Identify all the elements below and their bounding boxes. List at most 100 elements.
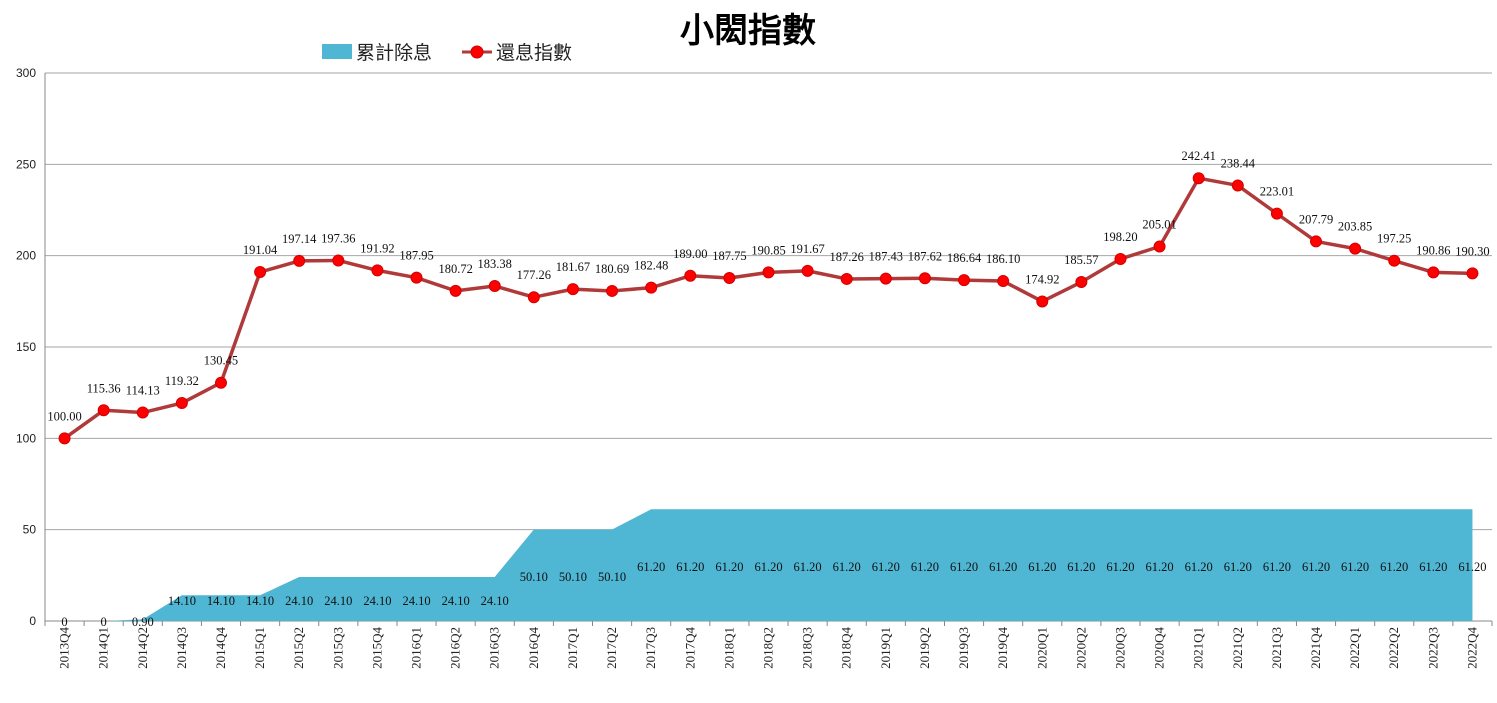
x-tick-label: 2021Q3 bbox=[1269, 627, 1284, 669]
x-tick-label: 2017Q3 bbox=[643, 627, 658, 669]
x-tick-label: 2017Q4 bbox=[682, 627, 697, 669]
legend-swatch-area bbox=[322, 44, 352, 59]
legend-label-line: 還息指數 bbox=[496, 42, 572, 64]
line-point bbox=[606, 284, 619, 297]
line-point bbox=[136, 406, 149, 419]
line-point bbox=[840, 272, 853, 285]
x-tick-label: 2020Q2 bbox=[1073, 627, 1088, 669]
line-data-label: 182.48 bbox=[634, 259, 668, 273]
area-data-label: 24.10 bbox=[324, 594, 352, 608]
line-point bbox=[293, 254, 306, 267]
line-point bbox=[762, 266, 775, 279]
x-tick-label: 2019Q3 bbox=[956, 627, 971, 669]
line-data-label: 187.43 bbox=[869, 250, 903, 264]
x-tick-label: 2022Q1 bbox=[1347, 627, 1362, 669]
x-tick-label: 2014Q2 bbox=[135, 627, 150, 669]
line-data-label: 180.69 bbox=[595, 262, 629, 276]
area-data-label: 24.10 bbox=[402, 594, 430, 608]
x-tick-label: 2021Q2 bbox=[1230, 627, 1245, 669]
y-tick-label: 300 bbox=[16, 66, 36, 80]
line-data-label: 198.20 bbox=[1103, 230, 1137, 244]
line-point bbox=[1114, 252, 1127, 265]
y-tick-label: 250 bbox=[16, 157, 36, 171]
x-tick-label: 2015Q4 bbox=[369, 627, 384, 669]
x-tick-label: 2017Q2 bbox=[604, 627, 619, 669]
line-data-label: 203.85 bbox=[1338, 220, 1372, 234]
line-data-label: 130.45 bbox=[204, 354, 238, 368]
y-tick-label: 50 bbox=[23, 523, 37, 537]
x-tick-label: 2018Q2 bbox=[761, 627, 776, 669]
line-data-label: 242.41 bbox=[1182, 149, 1216, 163]
area-data-label: 61.20 bbox=[1302, 560, 1330, 574]
line-data-label: 190.30 bbox=[1455, 244, 1489, 258]
x-tick-label: 2016Q1 bbox=[409, 627, 424, 669]
line-point bbox=[175, 397, 188, 410]
y-tick-label: 100 bbox=[16, 431, 36, 445]
area-data-label: 14.10 bbox=[246, 594, 274, 608]
x-tick-label: 2020Q4 bbox=[1152, 627, 1167, 669]
line-point bbox=[1427, 266, 1440, 279]
line-data-label: 187.62 bbox=[908, 249, 942, 263]
area-data-label: 61.20 bbox=[1263, 560, 1291, 574]
line-point bbox=[449, 284, 462, 297]
area-data-label: 0.90 bbox=[132, 615, 154, 629]
line-data-label: 205.01 bbox=[1142, 218, 1176, 232]
area-data-label: 61.20 bbox=[1185, 560, 1213, 574]
legend-label-area: 累計除息 bbox=[356, 42, 432, 64]
y-tick-label: 200 bbox=[16, 249, 36, 263]
area-data-label: 24.10 bbox=[363, 594, 391, 608]
x-tick-label: 2016Q2 bbox=[448, 627, 463, 669]
area-data-label: 61.20 bbox=[754, 560, 782, 574]
x-tick-label: 2019Q1 bbox=[878, 627, 893, 669]
area-data-label: 24.10 bbox=[481, 594, 509, 608]
area-data-label: 14.10 bbox=[168, 594, 196, 608]
area-data-label: 61.20 bbox=[715, 560, 743, 574]
line-point bbox=[1231, 179, 1244, 192]
area-data-label: 61.20 bbox=[1341, 560, 1369, 574]
line-point bbox=[645, 281, 658, 294]
line-point bbox=[488, 280, 501, 293]
x-tick-label: 2020Q1 bbox=[1034, 627, 1049, 669]
x-tick-label: 2020Q3 bbox=[1112, 627, 1127, 669]
area-data-label: 14.10 bbox=[207, 594, 235, 608]
line-data-label: 191.92 bbox=[360, 241, 394, 255]
line-point bbox=[410, 271, 423, 284]
line-point bbox=[997, 275, 1010, 288]
area-data-label: 61.20 bbox=[989, 560, 1017, 574]
area-data-label: 61.20 bbox=[637, 560, 665, 574]
line-point bbox=[958, 274, 971, 287]
line-point bbox=[566, 283, 579, 296]
line-series-index bbox=[63, 176, 1473, 440]
area-data-label: 0 bbox=[61, 615, 67, 629]
area-data-label: 61.20 bbox=[1067, 560, 1095, 574]
y-tick-label: 0 bbox=[29, 614, 36, 628]
x-tick-label: 2019Q4 bbox=[995, 627, 1010, 669]
area-data-label: 61.20 bbox=[1224, 560, 1252, 574]
line-point bbox=[527, 291, 540, 304]
line-data-label: 197.14 bbox=[282, 232, 317, 246]
chart-title: 小閎指數 bbox=[680, 11, 816, 51]
x-tick-label: 2022Q3 bbox=[1425, 627, 1440, 669]
x-tick-label: 2014Q4 bbox=[213, 627, 228, 669]
line-point bbox=[58, 432, 71, 445]
line-data-label: 238.44 bbox=[1221, 156, 1256, 170]
area-data-label: 61.20 bbox=[833, 560, 861, 574]
x-tick-label: 2015Q2 bbox=[291, 627, 306, 669]
x-tick-label: 2013Q4 bbox=[57, 627, 72, 669]
area-data-label: 61.20 bbox=[794, 560, 822, 574]
x-tick-label: 2018Q4 bbox=[839, 627, 854, 669]
line-point bbox=[332, 254, 345, 267]
line-point bbox=[1153, 240, 1166, 253]
line-data-label: 174.92 bbox=[1025, 272, 1059, 286]
line-data-label: 223.01 bbox=[1260, 185, 1294, 199]
area-data-label: 61.20 bbox=[1419, 560, 1447, 574]
x-tick-label: 2016Q3 bbox=[487, 627, 502, 669]
line-point bbox=[1075, 276, 1088, 289]
x-tick-label: 2017Q1 bbox=[565, 627, 580, 669]
legend: 累計除息 還息指數 bbox=[322, 42, 572, 64]
line-point bbox=[1388, 254, 1401, 267]
line-point bbox=[1310, 235, 1323, 248]
line-data-label: 190.85 bbox=[751, 243, 785, 257]
line-layer bbox=[58, 172, 1479, 445]
